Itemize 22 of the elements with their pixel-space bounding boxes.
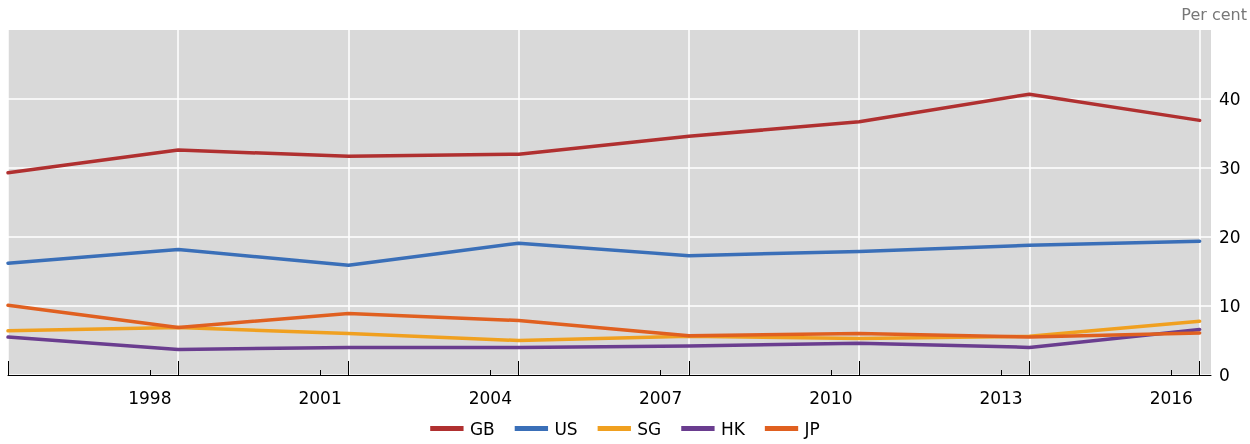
line-series xyxy=(6,239,1202,268)
line-series xyxy=(6,303,1202,339)
x-tick-label: 2007 xyxy=(638,387,683,408)
y-tick-label: 30 xyxy=(1219,158,1241,178)
x-tick-label: 1998 xyxy=(128,387,172,408)
legend-label: JP xyxy=(803,418,820,439)
legend-label: HK xyxy=(720,418,746,439)
y-tick-label: 20 xyxy=(1219,227,1241,247)
x-tick-label: 2016 xyxy=(1149,387,1193,408)
line-series xyxy=(6,327,1202,352)
legend-label: SG xyxy=(637,418,662,439)
x-tick-label: 2010 xyxy=(809,387,853,408)
legend-label: GB xyxy=(469,418,495,439)
x-tick-label: 2013 xyxy=(979,387,1023,408)
y-tick-label: 0 xyxy=(1219,365,1230,385)
y-tick-label: 10 xyxy=(1219,296,1241,316)
y-axis-title: Per cent xyxy=(1181,4,1247,24)
x-tick-label: 2004 xyxy=(468,387,512,408)
line-series xyxy=(6,92,1202,175)
y-tick-label: 40 xyxy=(1219,89,1241,109)
legend-label: US xyxy=(554,418,578,439)
x-tick-label: 2001 xyxy=(298,387,342,408)
